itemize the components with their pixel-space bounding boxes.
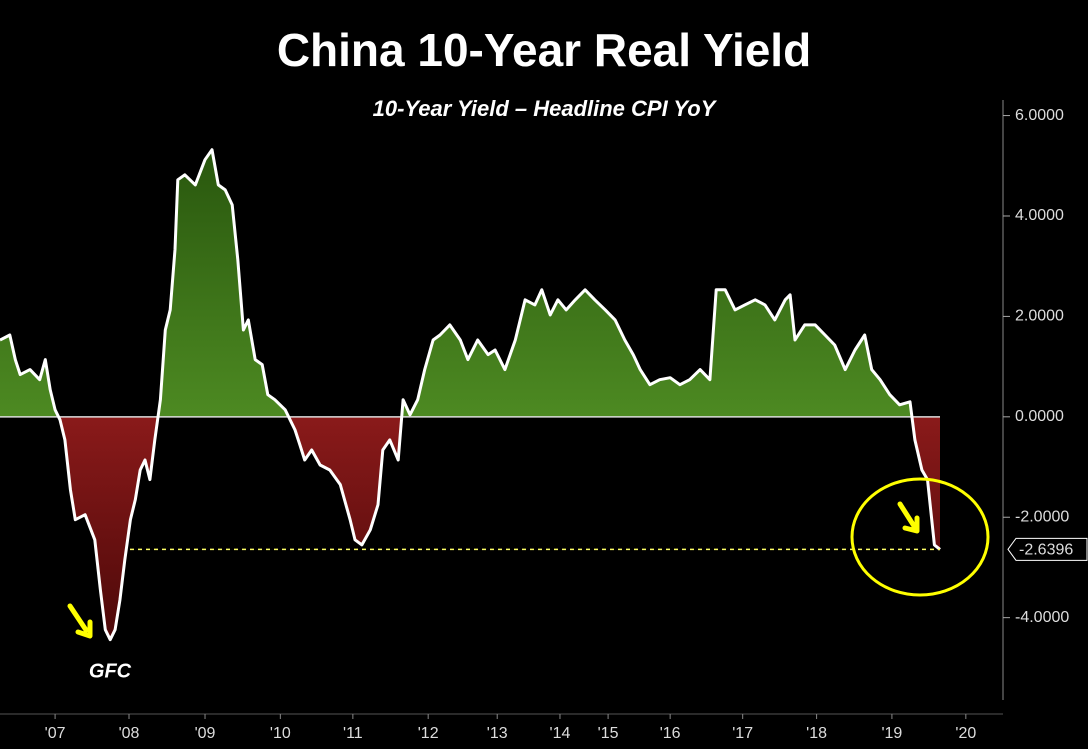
annotation: GFC (89, 660, 132, 682)
positive-area (0, 149, 940, 417)
x-tick-label: '16 (660, 725, 681, 742)
chart-subtitle: 10-Year Yield – Headline CPI YoY (373, 96, 718, 121)
arrow (67, 603, 93, 639)
x-tick-label: '13 (487, 725, 508, 742)
negative-area (58, 416, 940, 640)
plot-area (0, 148, 941, 642)
y-tick-label: 6.0000 (1015, 107, 1064, 124)
x-tick-label: '14 (550, 725, 571, 742)
last-value-tag (1007, 537, 1088, 561)
x-tick-label: '11 (343, 725, 363, 742)
highlight-circle (850, 477, 990, 597)
x-tick-label: '20 (955, 725, 976, 742)
y-tick-label: 4.0000 (1015, 207, 1064, 224)
line (0, 148, 941, 642)
last-value-label: -2.6396 (1019, 542, 1073, 559)
y-tick-label: -4.0000 (1015, 609, 1069, 626)
x-tick-label: '18 (806, 725, 827, 742)
x-tick-label: '19 (881, 725, 902, 742)
arrow (897, 501, 920, 534)
y-tick-label: 0.0000 (1015, 408, 1064, 425)
x-tick-label: '10 (270, 725, 291, 742)
x-tick-label: '15 (598, 725, 619, 742)
y-tick-label: 2.0000 (1015, 308, 1064, 325)
x-tick-label: '08 (119, 725, 140, 742)
x-tick-label: '07 (45, 725, 66, 742)
x-tick-label: '09 (195, 725, 216, 742)
chart-title: China 10-Year Real Yield (277, 24, 811, 76)
x-tick-label: '17 (732, 725, 753, 742)
y-tick-label: -2.0000 (1015, 508, 1069, 525)
x-tick-label: '12 (418, 725, 439, 742)
